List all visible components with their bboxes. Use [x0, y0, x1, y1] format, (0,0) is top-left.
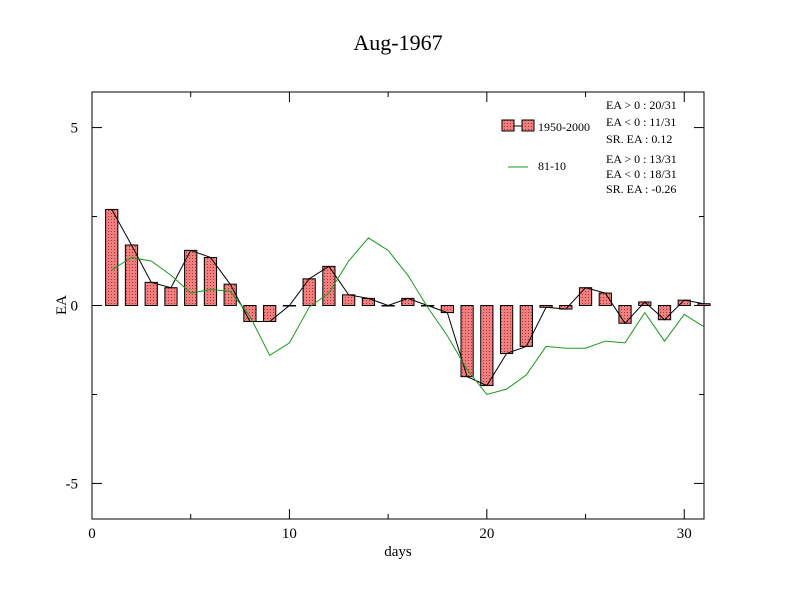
- bar-day-20: [480, 305, 494, 387]
- y-axis: -5 0 5: [66, 121, 704, 492]
- bar-day-11: [302, 278, 316, 306]
- bar-day-31: [697, 303, 711, 306]
- legend: 1950-2000 81-10: [501, 119, 590, 173]
- y-tick-label-5: 5: [71, 121, 79, 137]
- bar-day-25: [578, 287, 593, 307]
- bar-day-19: [460, 305, 474, 378]
- chart-title: Aug-1967: [353, 30, 442, 55]
- stat-81-10-positive: EA > 0 : 13/31: [606, 152, 677, 166]
- stats-annotations: EA > 0 : 20/31 EA < 0 : 11/31 SR. EA : 0…: [606, 98, 677, 196]
- x-axis: 0 10 20 30: [88, 92, 692, 542]
- line-1950-2000-path: [111, 209, 705, 387]
- legend-label-81-10: 81-10: [538, 159, 566, 173]
- bar-day-4: [164, 287, 178, 307]
- y-tick-label-0: 0: [71, 299, 79, 315]
- bar-day-22: [519, 305, 533, 347]
- bar-day-6: [203, 256, 218, 306]
- legend-swatch-1950-2000-left: [501, 119, 515, 132]
- y-axis-label: EA: [54, 295, 70, 315]
- line-series-1950-2000: [111, 209, 705, 387]
- bar-day-27: [618, 305, 632, 324]
- bar-day-9: [263, 305, 277, 323]
- bar-day-21: [499, 305, 514, 355]
- stat-1950-2000-positive: EA > 0 : 20/31: [606, 98, 677, 112]
- stat-81-10-sr: SR. EA : -0.26: [606, 182, 676, 196]
- x-tick-label-30: 30: [677, 526, 692, 542]
- x-tick-label-10: 10: [282, 526, 297, 542]
- x-tick-label-0: 0: [88, 526, 96, 542]
- line-81-10-path: [111, 237, 705, 396]
- bar-day-1: [105, 208, 119, 306]
- line-series-81-10: [111, 237, 705, 396]
- bar-series-1950-2000: [105, 208, 711, 387]
- y-tick-label--5: -5: [66, 476, 79, 492]
- x-axis-label: days: [384, 544, 412, 560]
- bar-day-29: [657, 305, 672, 321]
- bar-day-13: [342, 294, 356, 307]
- stat-1950-2000-sr: SR. EA : 0.12: [606, 132, 672, 146]
- bar-day-3: [144, 281, 158, 306]
- bar-day-7: [223, 283, 237, 306]
- stat-1950-2000-negative: EA < 0 : 11/31: [606, 115, 676, 129]
- x-tick-label-20: 20: [479, 526, 494, 542]
- legend-swatch-1950-2000-right: [521, 119, 535, 132]
- legend-label-1950-2000: 1950-2000: [538, 120, 590, 134]
- stat-81-10-negative: EA < 0 : 18/31: [606, 167, 677, 181]
